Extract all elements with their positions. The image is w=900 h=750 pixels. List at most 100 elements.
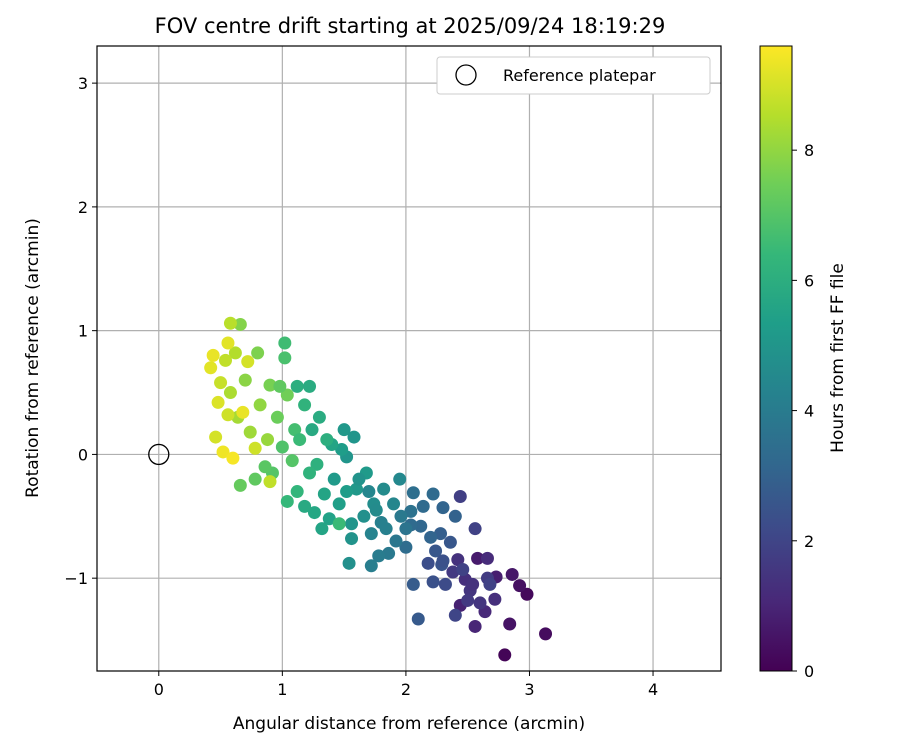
data-point <box>273 379 287 393</box>
data-point <box>263 475 277 489</box>
data-point <box>305 423 319 437</box>
data-point <box>290 485 304 499</box>
data-point <box>290 379 304 393</box>
data-point <box>364 559 378 573</box>
data-point <box>349 482 363 496</box>
data-point <box>429 544 443 558</box>
data-point <box>404 504 418 518</box>
data-point <box>352 472 366 486</box>
data-point <box>211 395 225 409</box>
data-point <box>223 316 237 330</box>
data-point <box>461 593 475 607</box>
data-point <box>233 317 247 331</box>
data-point <box>214 376 228 390</box>
x-tick-label: 0 <box>154 680 164 699</box>
data-point <box>204 361 218 375</box>
legend-marker-icon <box>455 64 477 86</box>
data-point <box>421 556 435 570</box>
data-point <box>278 351 292 365</box>
data-point <box>322 512 336 526</box>
data-point <box>451 553 465 567</box>
data-point <box>436 501 450 515</box>
data-point <box>298 499 312 513</box>
chart-title: FOV centre drift starting at 2025/09/24 … <box>155 14 666 38</box>
data-point <box>327 472 341 486</box>
data-point <box>335 442 349 456</box>
data-point <box>434 527 448 541</box>
data-point <box>298 398 312 412</box>
data-point <box>228 346 242 360</box>
data-point <box>446 565 460 579</box>
data-point <box>436 554 450 568</box>
data-point <box>307 506 321 520</box>
data-point <box>221 408 235 422</box>
data-point <box>426 575 440 589</box>
reference-marker <box>148 443 170 466</box>
x-tick-label: 1 <box>277 680 287 699</box>
grid-lines <box>97 46 721 671</box>
data-point <box>399 540 413 554</box>
data-point <box>263 378 277 392</box>
colorbar-tick-label: 2 <box>804 532 814 551</box>
legend-label: Reference platepar <box>503 66 656 85</box>
data-point <box>340 485 354 499</box>
data-points <box>204 316 553 662</box>
y-tick-label: −1 <box>64 569 88 588</box>
data-point <box>416 499 430 513</box>
data-point <box>233 478 247 492</box>
data-point <box>389 534 403 548</box>
colorbar-tick-label: 6 <box>804 271 814 290</box>
data-point <box>223 386 237 400</box>
data-point <box>248 441 262 455</box>
data-point <box>253 398 267 412</box>
data-point <box>468 522 482 536</box>
data-point <box>248 472 262 486</box>
data-point <box>261 433 275 447</box>
data-point <box>275 440 289 454</box>
data-point <box>426 487 440 501</box>
data-point <box>513 579 527 593</box>
data-point <box>243 425 257 439</box>
data-point <box>221 336 235 350</box>
data-point <box>448 509 462 523</box>
data-point <box>317 487 331 501</box>
data-point <box>278 336 292 350</box>
data-point <box>456 563 470 577</box>
data-point <box>280 494 294 508</box>
data-point <box>303 379 317 393</box>
data-point <box>488 592 502 606</box>
data-point <box>394 509 408 523</box>
data-point <box>303 466 317 480</box>
data-point <box>414 519 428 533</box>
y-axis-title: Rotation from reference (arcmin) <box>23 218 43 498</box>
data-point <box>443 535 457 549</box>
data-point <box>411 612 425 626</box>
x-axis-title: Angular distance from reference (arcmin) <box>233 714 585 734</box>
colorbar-tick-label: 0 <box>804 662 814 681</box>
legend-box <box>436 56 711 95</box>
data-point <box>258 460 272 474</box>
data-point <box>332 517 346 531</box>
data-point <box>471 551 485 565</box>
data-point <box>337 423 351 437</box>
data-point <box>315 522 329 536</box>
data-point <box>480 551 494 565</box>
data-point <box>362 485 376 499</box>
plot-frame <box>96 45 722 672</box>
x-tick-label: 4 <box>648 680 658 699</box>
data-point <box>369 503 383 517</box>
data-point <box>332 497 346 511</box>
data-point <box>377 482 391 496</box>
data-point <box>347 430 361 444</box>
data-point <box>498 648 512 662</box>
data-point <box>520 587 534 601</box>
y-tick-label: 0 <box>78 445 88 464</box>
data-point <box>503 617 517 631</box>
colorbar-tick-label: 8 <box>804 141 814 160</box>
data-point <box>539 627 553 641</box>
data-point <box>219 353 233 367</box>
data-point <box>342 556 356 570</box>
y-tick-label: 1 <box>78 322 88 341</box>
colorbar: 0 2 4 6 8 Hours from first FF file <box>759 45 848 681</box>
data-point <box>310 457 324 471</box>
